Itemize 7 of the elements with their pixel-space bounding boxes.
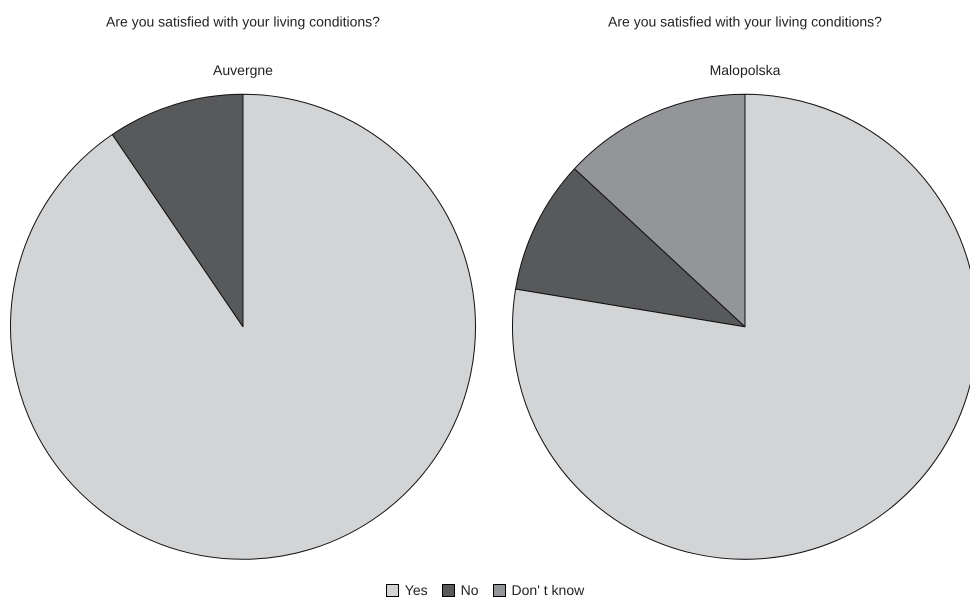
slice-label: Yes — [404, 582, 428, 598]
chart-title: Are you satisfied with your living conditions? — [106, 13, 380, 30]
chart-subtitle: Auvergne — [213, 62, 274, 78]
chart-title: Are you satisfied with your living conditions? — [608, 13, 882, 30]
legend-label: No — [460, 582, 479, 598]
legend-label: Don' t know — [512, 582, 584, 598]
chart-subtitle: Malopolska — [710, 62, 781, 78]
